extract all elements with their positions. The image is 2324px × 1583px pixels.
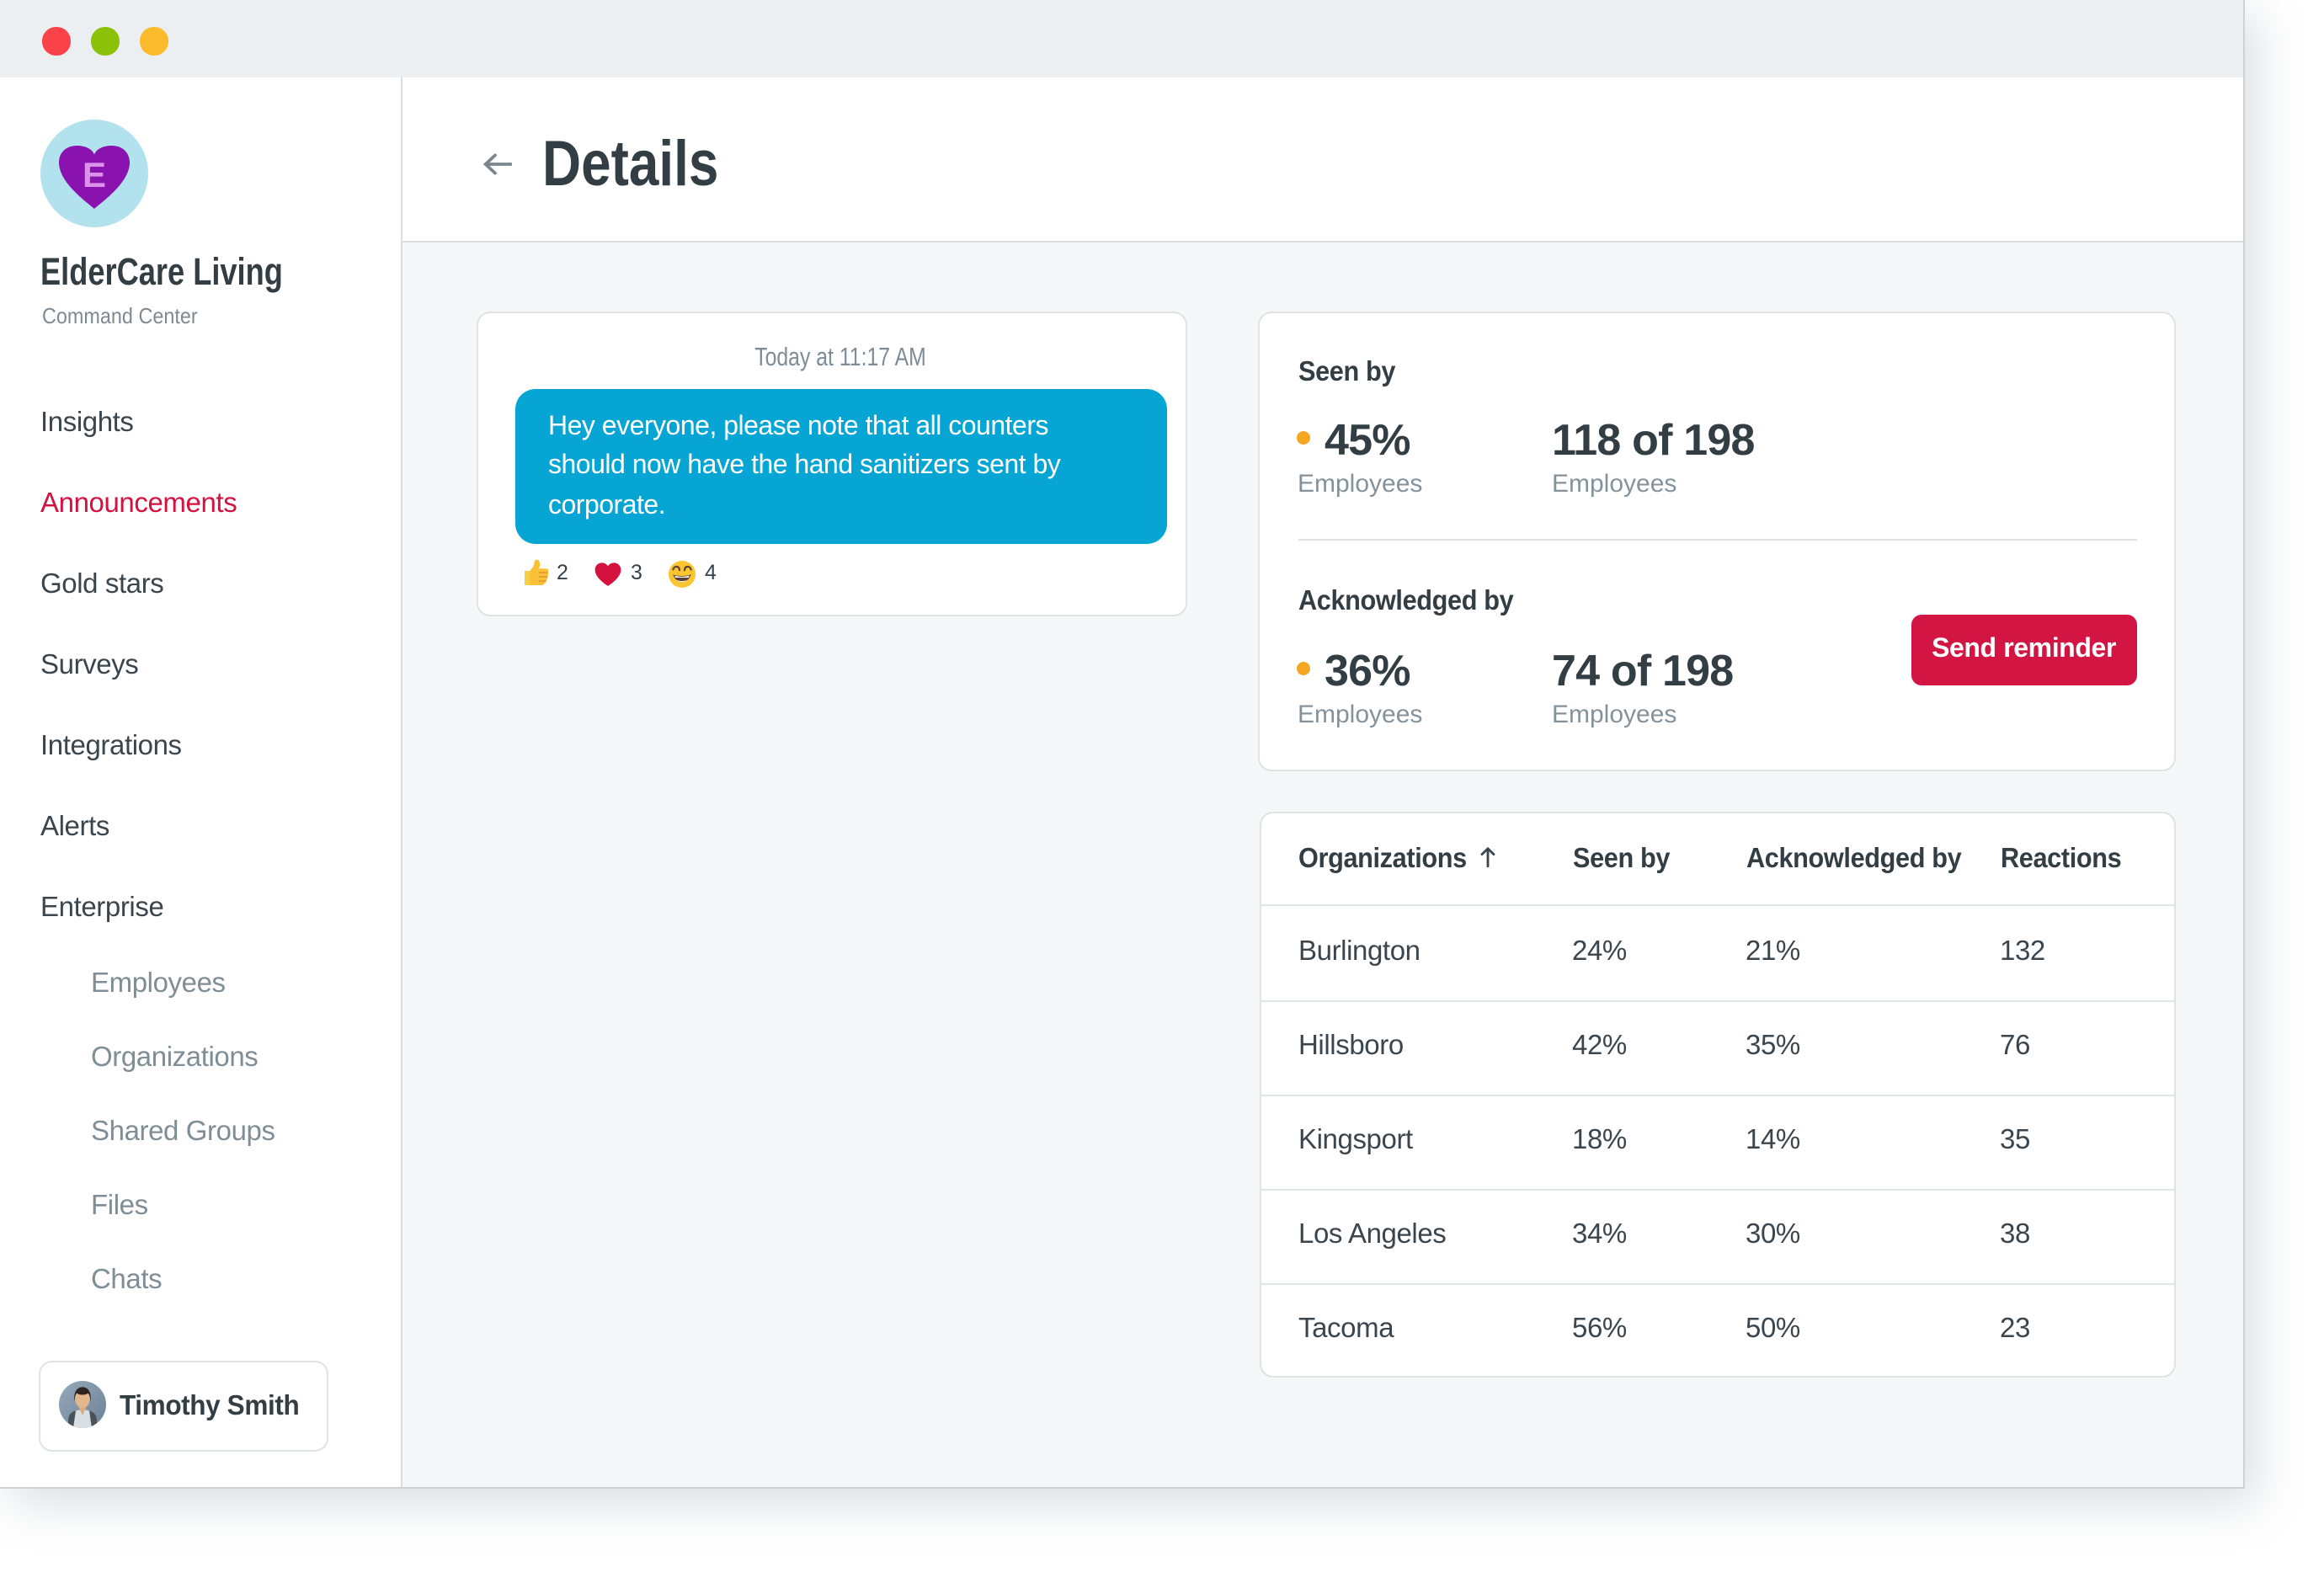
svg-text:E: E <box>83 155 106 195</box>
